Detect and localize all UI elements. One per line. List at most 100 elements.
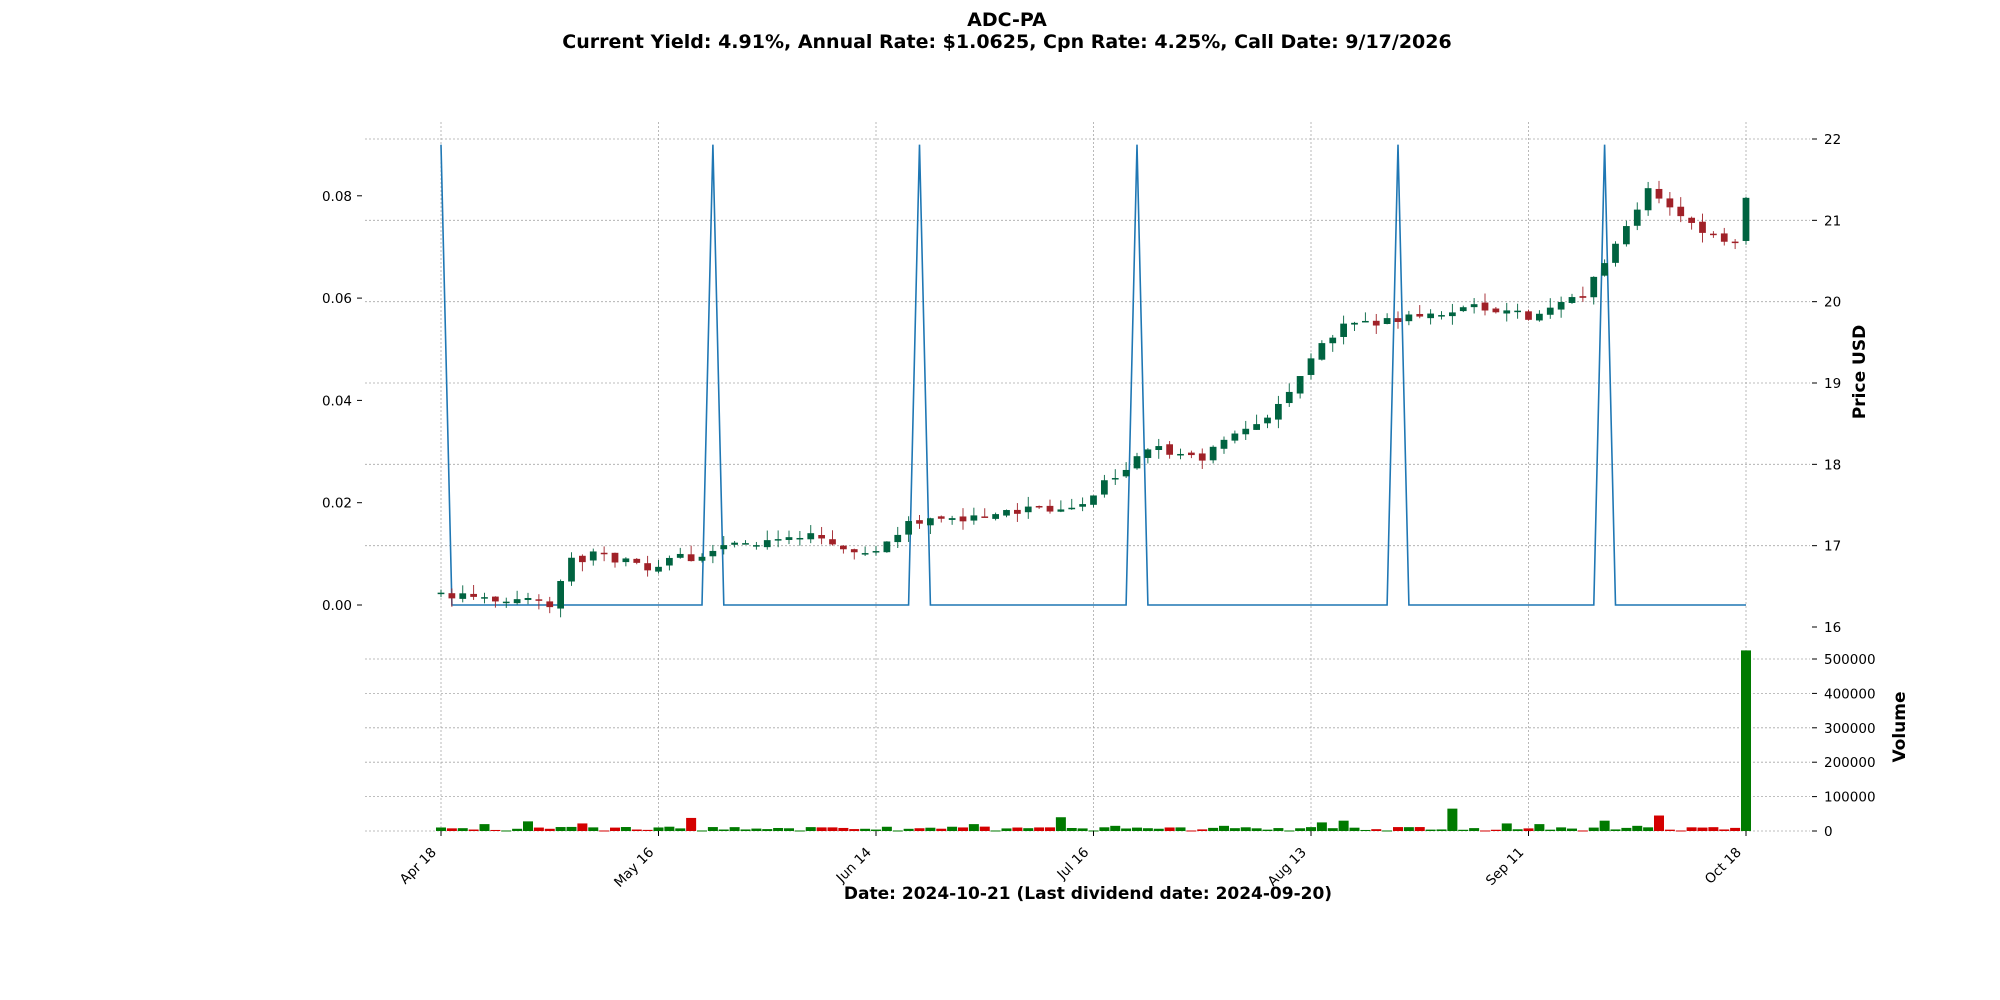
volume-bar <box>1360 829 1371 831</box>
candle-body <box>1133 456 1141 469</box>
candle-body <box>600 552 608 555</box>
candle-body <box>840 545 847 550</box>
x-tick-label: Jul 16 <box>1054 845 1093 884</box>
candle-body <box>850 549 858 553</box>
candle-body <box>524 597 532 600</box>
price-tick-label: 18 <box>1824 457 1841 473</box>
candle-body <box>1590 276 1598 298</box>
volume-bar <box>1566 828 1578 831</box>
volume-bar <box>1664 829 1675 831</box>
volume-bar <box>1414 827 1425 831</box>
volume-bar <box>947 826 958 831</box>
candle-body <box>1394 318 1402 322</box>
candle-body <box>1372 320 1380 326</box>
candle-body <box>1101 480 1108 495</box>
candle-body <box>1188 452 1195 456</box>
candle-body <box>1155 446 1163 450</box>
volume-bar <box>512 828 523 831</box>
candle-body <box>1296 376 1304 394</box>
candle-body <box>1046 505 1054 512</box>
candle-body <box>927 518 934 526</box>
volume-bar <box>1316 822 1327 831</box>
candle-body <box>1612 243 1619 263</box>
volume-bar <box>881 826 892 831</box>
volume-bar <box>1371 829 1382 831</box>
volume-bar <box>1305 827 1317 831</box>
volume-bar <box>1588 827 1599 831</box>
candle-body <box>513 599 521 604</box>
volume-bar <box>1653 815 1665 831</box>
candle-body <box>796 537 804 540</box>
volume-bar <box>870 829 882 831</box>
candle-body <box>1449 312 1456 317</box>
volume-bar <box>1197 829 1208 831</box>
volume-axis-label: Volume <box>1890 691 1910 762</box>
volume-bar <box>664 826 675 831</box>
candle-body <box>1601 263 1608 276</box>
candle-body <box>1655 188 1663 199</box>
candle-body <box>1416 313 1424 317</box>
candle-body <box>644 563 651 571</box>
candle-body <box>1481 302 1489 311</box>
candle-body <box>687 554 695 562</box>
left-tick-label: 0.08 <box>322 189 352 205</box>
candle-body <box>1231 433 1239 441</box>
volume-bar <box>1273 828 1284 831</box>
candle-body <box>753 545 760 547</box>
volume-bar <box>1447 808 1458 831</box>
volume-tick-label: 100000 <box>1824 790 1876 806</box>
volume-bar <box>1012 827 1023 831</box>
volume-bar <box>1251 828 1262 831</box>
candle-body <box>535 599 543 601</box>
volume-bar <box>1175 827 1186 831</box>
price-tick-label: 21 <box>1824 213 1841 229</box>
volume-bar <box>1740 650 1752 831</box>
volume-bar <box>1055 817 1066 831</box>
volume-bar <box>479 824 490 831</box>
candle-body <box>1644 188 1652 211</box>
volume-bar <box>936 828 947 831</box>
volume-bar <box>1392 827 1404 831</box>
volume-bar <box>794 830 805 832</box>
volume-bar <box>914 828 925 831</box>
candle-body <box>1710 233 1717 236</box>
candle-body <box>1307 358 1315 375</box>
candle-body <box>1198 453 1206 461</box>
grid-lines <box>365 122 1810 832</box>
candle-body <box>818 535 825 539</box>
volume-bar <box>1153 828 1164 831</box>
candle-body <box>1742 197 1750 241</box>
volume-bar <box>1643 827 1654 831</box>
volume-bar <box>849 829 860 831</box>
candle-body <box>1264 417 1271 424</box>
candle-body <box>1362 320 1369 323</box>
volume-bar <box>533 827 544 831</box>
volume-bar <box>1686 827 1697 831</box>
volume-bar <box>1088 830 1099 832</box>
candle-body <box>568 557 575 582</box>
candle-body <box>1329 337 1337 344</box>
volume-bar <box>490 829 501 831</box>
volume-bar <box>1099 827 1110 831</box>
candle-body <box>731 542 738 545</box>
candle-body <box>557 581 564 609</box>
candle-body <box>1568 297 1576 303</box>
candle-body <box>666 557 673 566</box>
axis-ticks: Apr 18 May 16 Jun 14 Jul 16 Aug 13 Sep 11 Oct … <box>322 132 1876 891</box>
candle-body <box>1459 307 1467 312</box>
volume-bar <box>544 828 555 831</box>
volume-bar <box>1382 830 1393 832</box>
volume-bar <box>446 828 457 831</box>
candle-body <box>872 551 880 553</box>
volume-tick-label: 300000 <box>1824 721 1876 737</box>
candle-body <box>1438 315 1445 317</box>
volume-bar <box>1001 828 1012 831</box>
volume-bar <box>1186 830 1197 832</box>
volume-bar <box>609 827 621 831</box>
volume-bar <box>1458 829 1469 831</box>
volume-bar <box>653 827 664 831</box>
volume-bar <box>707 827 718 831</box>
volume-bar <box>588 827 599 831</box>
volume-bar <box>555 827 566 831</box>
candle-body <box>937 516 945 519</box>
